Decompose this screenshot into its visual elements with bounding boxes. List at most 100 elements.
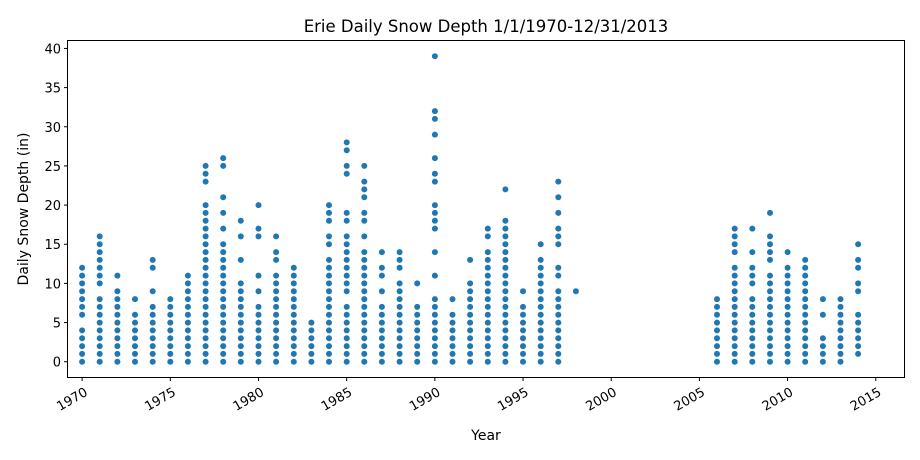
data-point bbox=[220, 209, 227, 216]
data-point bbox=[220, 311, 227, 318]
data-point bbox=[237, 288, 244, 295]
data-point bbox=[431, 249, 438, 256]
data-point bbox=[537, 296, 544, 303]
data-point bbox=[96, 350, 103, 357]
data-point bbox=[484, 319, 491, 326]
data-point bbox=[308, 350, 315, 357]
data-point bbox=[202, 256, 209, 263]
data-point bbox=[837, 296, 844, 303]
data-point bbox=[343, 280, 350, 287]
data-point bbox=[802, 303, 809, 310]
data-point bbox=[343, 147, 350, 154]
data-point bbox=[714, 296, 720, 303]
data-point bbox=[731, 343, 738, 350]
data-point bbox=[467, 296, 474, 303]
data-point bbox=[431, 327, 438, 334]
data-point bbox=[784, 358, 791, 365]
data-point bbox=[96, 233, 103, 240]
data-point bbox=[343, 162, 350, 169]
data-point bbox=[378, 327, 385, 334]
data-point bbox=[749, 280, 756, 287]
data-point bbox=[96, 343, 103, 350]
data-point bbox=[784, 280, 791, 287]
data-point bbox=[731, 249, 738, 256]
data-point bbox=[343, 272, 350, 279]
data-point bbox=[502, 186, 509, 193]
data-point bbox=[273, 272, 280, 279]
data-point bbox=[184, 272, 191, 279]
data-point bbox=[361, 217, 368, 224]
data-point bbox=[749, 311, 756, 318]
data-point bbox=[431, 115, 438, 122]
data-point bbox=[802, 343, 809, 350]
data-point bbox=[308, 319, 315, 326]
data-point bbox=[819, 358, 826, 365]
data-point bbox=[96, 256, 103, 263]
data-point bbox=[431, 178, 438, 185]
data-point bbox=[202, 343, 209, 350]
data-point bbox=[202, 327, 209, 334]
data-point bbox=[79, 272, 86, 279]
data-point bbox=[114, 296, 121, 303]
data-point bbox=[502, 296, 509, 303]
data-point bbox=[431, 217, 438, 224]
data-point bbox=[326, 358, 332, 365]
data-point bbox=[396, 350, 403, 357]
data-point bbox=[537, 319, 544, 326]
data-point bbox=[202, 241, 209, 248]
data-point bbox=[802, 288, 809, 295]
data-point bbox=[220, 327, 227, 334]
data-point bbox=[467, 327, 474, 334]
data-point bbox=[202, 335, 209, 342]
data-point bbox=[361, 209, 368, 216]
data-point bbox=[237, 343, 244, 350]
data-point bbox=[326, 280, 332, 287]
data-point bbox=[96, 272, 103, 279]
data-point bbox=[784, 303, 791, 310]
data-point bbox=[537, 303, 544, 310]
data-point bbox=[132, 350, 138, 357]
data-point bbox=[396, 280, 403, 287]
data-point bbox=[431, 350, 438, 357]
data-point bbox=[484, 280, 491, 287]
data-point bbox=[167, 296, 174, 303]
data-point bbox=[414, 319, 421, 326]
data-point bbox=[449, 335, 456, 342]
data-point bbox=[731, 233, 738, 240]
data-point bbox=[308, 335, 315, 342]
data-point bbox=[273, 327, 280, 334]
data-point bbox=[220, 296, 227, 303]
data-point bbox=[396, 343, 403, 350]
data-point bbox=[555, 225, 562, 232]
data-point bbox=[537, 350, 544, 357]
data-point bbox=[502, 319, 509, 326]
data-point bbox=[255, 335, 262, 342]
data-point bbox=[184, 350, 191, 357]
data-point bbox=[555, 209, 562, 216]
data-point bbox=[414, 280, 421, 287]
data-point bbox=[361, 264, 368, 271]
data-point bbox=[361, 233, 368, 240]
data-point bbox=[255, 343, 262, 350]
data-point bbox=[855, 327, 862, 334]
data-point bbox=[202, 249, 209, 256]
data-point bbox=[749, 350, 756, 357]
data-point bbox=[290, 303, 297, 310]
data-point bbox=[273, 319, 280, 326]
data-point bbox=[819, 335, 826, 342]
data-point bbox=[714, 319, 720, 326]
data-point bbox=[326, 303, 332, 310]
data-point bbox=[537, 358, 544, 365]
data-point bbox=[255, 233, 262, 240]
data-point bbox=[802, 319, 809, 326]
data-point bbox=[184, 280, 191, 287]
data-point bbox=[220, 264, 227, 271]
data-point bbox=[114, 319, 121, 326]
data-point bbox=[202, 296, 209, 303]
data-point bbox=[361, 256, 368, 263]
data-point bbox=[714, 327, 720, 334]
data-point bbox=[220, 194, 227, 201]
data-point bbox=[149, 319, 156, 326]
data-point bbox=[202, 350, 209, 357]
